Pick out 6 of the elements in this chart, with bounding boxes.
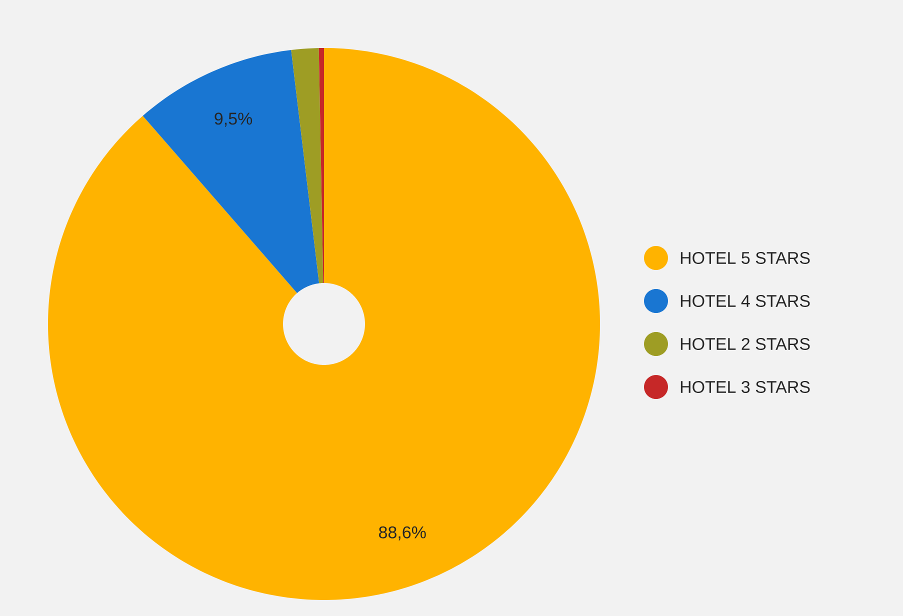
- legend-label: HOTEL 3 STARS: [680, 380, 810, 394]
- data-label: 9,5%: [214, 112, 252, 127]
- legend-label: HOTEL 4 STARS: [680, 294, 810, 308]
- legend-label: HOTEL 5 STARS: [680, 252, 810, 264]
- legend-label: HOTEL 2 STARS: [680, 338, 810, 350]
- data-label: 88,6%: [379, 526, 426, 540]
